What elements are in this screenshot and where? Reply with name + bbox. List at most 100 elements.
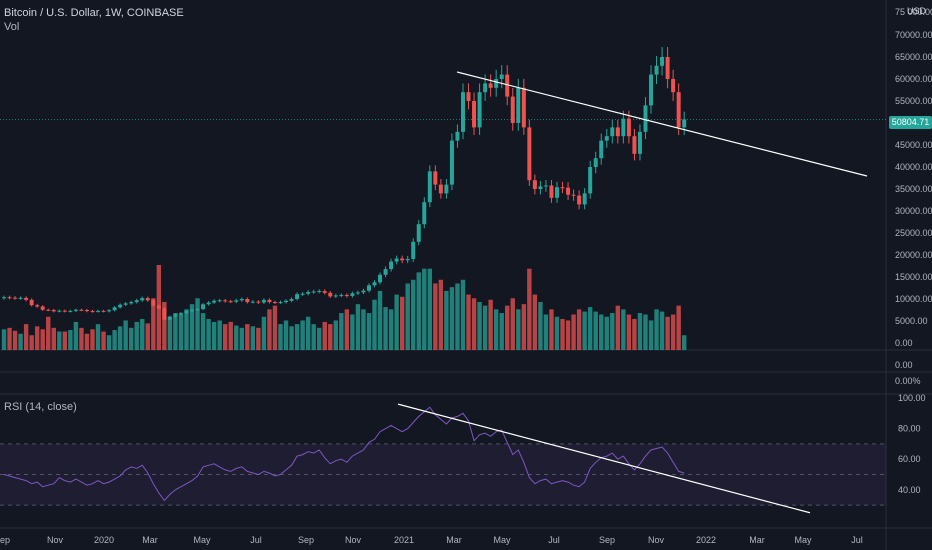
price-axis-tick: 20000.00 (895, 250, 932, 260)
candle-body (90, 311, 95, 313)
candle-body (400, 258, 405, 261)
time-axis-tick: Jul (250, 535, 262, 545)
volume-bar (394, 294, 399, 350)
volume-bar (90, 329, 95, 350)
currency-label: USD (906, 6, 926, 16)
volume-bar (289, 326, 294, 350)
volume-bar (621, 309, 626, 350)
volume-bar (599, 314, 604, 350)
candle-body (344, 295, 349, 297)
volume-bar (505, 305, 510, 350)
volume-bar (46, 316, 51, 350)
volume-bar (261, 316, 267, 350)
price-axis-tick: 30000.00 (895, 206, 932, 216)
time-axis-tick: Nov (47, 535, 64, 545)
candle-body (112, 307, 117, 311)
candle-body (671, 79, 676, 93)
candle-body (637, 131, 642, 154)
price-axis-tick: 15000.00 (895, 272, 932, 282)
candle-body (643, 105, 648, 132)
volume-bar (250, 326, 256, 350)
volume-bar (593, 311, 598, 350)
candle-body (488, 83, 493, 88)
volume-bar (228, 321, 233, 350)
volume-bar (571, 314, 576, 350)
candle-body (527, 127, 532, 181)
candle-body (555, 187, 559, 198)
candle-body (433, 171, 438, 185)
volume-bar (422, 268, 427, 350)
candle-body (366, 285, 371, 291)
candle-body (472, 101, 477, 128)
time-axis-tick: Mar (749, 535, 765, 545)
volume-bar (477, 301, 482, 350)
candle-body (140, 298, 145, 301)
price-axis-tick: 45000.00 (895, 140, 932, 150)
candle-body (57, 310, 62, 312)
candle-body (361, 290, 366, 293)
volume-bar (482, 305, 488, 350)
volume-bar (488, 299, 493, 350)
volume-bar (128, 327, 134, 350)
candle-body (68, 310, 73, 312)
candle-body (510, 96, 515, 123)
volume-bar (416, 272, 421, 350)
volume-bar (245, 324, 250, 350)
volume-bar (84, 333, 90, 350)
volume-bar (615, 305, 621, 350)
candle-body (317, 291, 322, 293)
candle-body (444, 184, 449, 194)
volume-bar (7, 327, 12, 350)
candle-body (156, 305, 161, 309)
candle-body (306, 291, 311, 294)
candle-body (261, 299, 266, 303)
candle-body (682, 119, 687, 128)
volume-bar (12, 330, 18, 350)
candle-body (460, 92, 465, 132)
candle-body (29, 299, 34, 306)
candle-body (245, 299, 250, 303)
candle-body (145, 298, 150, 301)
candle-body (389, 261, 394, 270)
volume-bar (272, 305, 278, 350)
candle-body (79, 309, 84, 311)
volume-bar (411, 279, 416, 350)
volume-bar (40, 329, 45, 350)
volume-bar (637, 313, 643, 350)
volume-bar (267, 309, 272, 350)
volume-bar (527, 268, 532, 350)
volume-bar (195, 298, 200, 350)
candle-body (328, 292, 333, 297)
time-axis-tick: May (193, 535, 211, 545)
candle-body (295, 294, 300, 299)
candle-body (84, 310, 89, 312)
volume-bar (676, 305, 681, 350)
candle-body (654, 65, 659, 75)
volume-bar (560, 318, 565, 350)
candle-body (256, 301, 261, 303)
volume-bar (145, 323, 150, 350)
volume-bar (311, 324, 316, 350)
candle-body (394, 258, 399, 262)
candle-body (466, 92, 471, 101)
volume-bar (565, 320, 571, 350)
candle-body (284, 300, 289, 303)
volume-bar (532, 294, 538, 350)
candle-body (289, 299, 294, 301)
volume-bar (178, 314, 184, 350)
candle-body (449, 140, 454, 185)
volume-bar (79, 327, 84, 350)
volume-bar (200, 313, 206, 350)
volume-bar (427, 268, 433, 350)
volume-bar (654, 309, 659, 350)
volume-bar (34, 326, 40, 350)
volume-bar (399, 296, 405, 350)
candle-body (278, 302, 283, 304)
volume-bar (499, 313, 504, 350)
volume-bar (167, 316, 173, 350)
volume-bar (626, 314, 632, 350)
candle-body (167, 316, 172, 320)
volume-bar (350, 314, 355, 350)
volume-bar (383, 307, 388, 350)
